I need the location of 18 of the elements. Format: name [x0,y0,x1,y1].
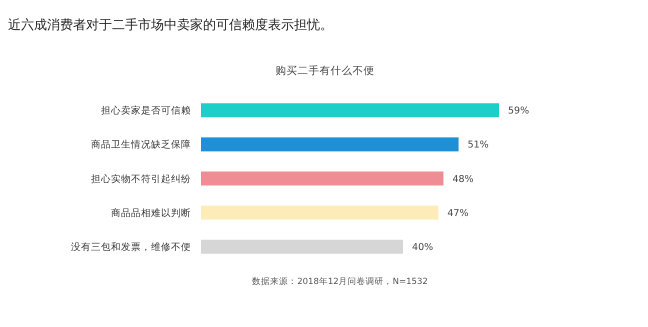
bar [201,240,404,254]
data-label: 48% [452,174,474,185]
y-tick-label: 担心实物不符引起纠纷 [91,172,191,185]
bar [201,172,444,186]
data-label: 59% [508,106,530,117]
data-label: 47% [447,208,469,219]
y-tick-label: 商品品相难以判断 [111,206,191,219]
data-label: 51% [468,140,489,151]
y-tick-label: 担心卖家是否可信赖 [101,104,191,117]
source-note: 数据来源：2018年12月问卷调研，N=1532 [252,276,428,287]
data-label: 40% [412,242,434,254]
bar [201,206,438,220]
chart-title: 近六成消费者对于二手市场中卖家的可信赖度表示担忧。 [8,17,333,33]
y-tick-label: 没有三包和发票，维修不便 [71,241,191,254]
bar [201,103,499,118]
bar [201,137,459,152]
chart-subtitle: 购买二手有什么不便 [276,64,374,77]
y-tick-label: 商品卫生情况缺乏保障 [91,138,191,151]
